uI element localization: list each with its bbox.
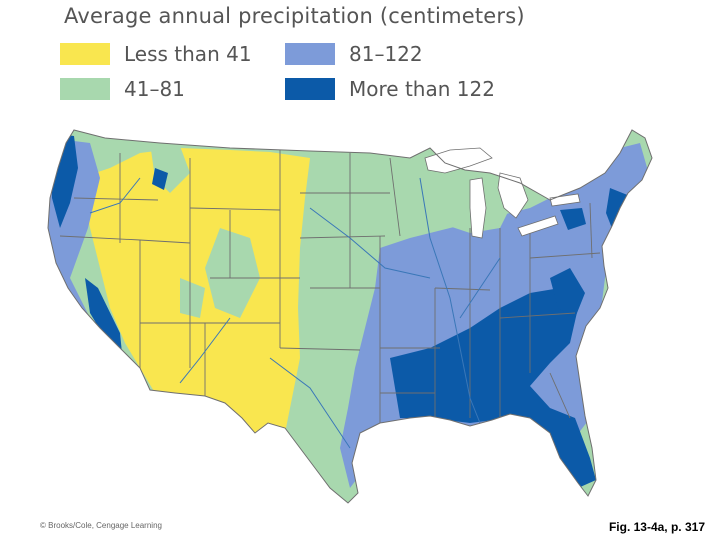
legend-label: Less than 41 bbox=[124, 42, 252, 66]
legend-label: 41–81 bbox=[124, 77, 185, 101]
figure-caption: Fig. 13-4a, p. 317 bbox=[605, 519, 708, 535]
legend-item-more-than-122: More than 122 bbox=[285, 77, 495, 101]
copyright-text: © Brooks/Cole, Cengage Learning bbox=[40, 521, 162, 530]
rivers bbox=[89, 177, 501, 449]
region-more-than-122-rockies-patch bbox=[152, 168, 168, 190]
legend-item-41-81: 41–81 bbox=[60, 77, 185, 101]
legend-swatch-yellow bbox=[60, 43, 110, 65]
legend-swatch-green bbox=[60, 78, 110, 100]
us-outline bbox=[47, 129, 653, 504]
legend-item-less-than-41: Less than 41 bbox=[60, 42, 252, 66]
great-lakes bbox=[424, 147, 581, 239]
region-more-than-122-adirondacks bbox=[560, 208, 586, 230]
legend-swatch-dark-blue bbox=[285, 78, 335, 100]
region-more-than-122-sierra bbox=[85, 278, 122, 353]
legend-title: Average annual precipitation (centimeter… bbox=[64, 4, 525, 28]
lake-superior bbox=[424, 147, 493, 174]
lake-michigan bbox=[469, 177, 487, 239]
region-41-81-rockies bbox=[205, 228, 260, 318]
legend-label: More than 122 bbox=[349, 77, 495, 101]
legend-item-81-122: 81–122 bbox=[285, 42, 423, 66]
legend-swatch-light-blue bbox=[285, 43, 335, 65]
region-more-than-122-appalachia bbox=[550, 268, 585, 318]
region-41-81-colorado bbox=[180, 278, 205, 318]
lake-huron bbox=[497, 172, 529, 219]
lake-erie bbox=[517, 215, 559, 237]
precipitation-map bbox=[47, 129, 653, 504]
legend-label: 81–122 bbox=[349, 42, 423, 66]
state-borders bbox=[59, 148, 601, 438]
